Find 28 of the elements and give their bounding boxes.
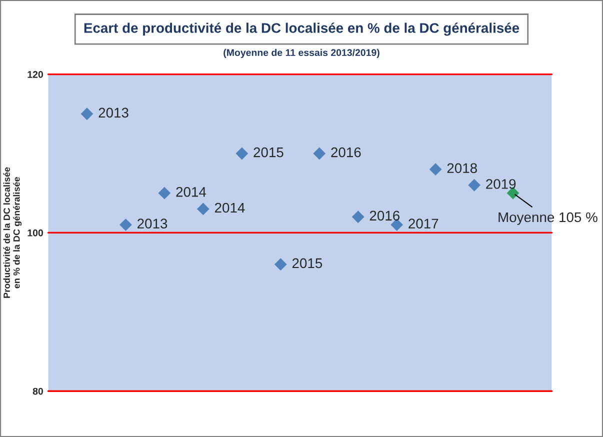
point <box>236 147 248 160</box>
point <box>274 258 287 271</box>
point <box>80 108 94 120</box>
point <box>158 186 171 200</box>
annotation: 2018 <box>447 163 477 174</box>
point <box>119 218 132 231</box>
point <box>468 178 480 192</box>
point <box>313 147 326 160</box>
annotation: Moyenne 105 % <box>498 212 598 225</box>
annotation: 2016 <box>370 210 400 221</box>
y-tick-label: 120 <box>28 71 43 78</box>
point <box>196 202 210 216</box>
chart-subtitle: (Moyenne de 11 essais 2013/2019) <box>224 48 380 58</box>
annotation: 2015 <box>254 147 284 158</box>
point <box>429 163 442 176</box>
annotation: 2014 <box>214 202 245 213</box>
annotation: 2017 <box>408 218 438 229</box>
chart-title: Ecart de productivité de la DC localisée en % de la DC généralisée <box>84 22 520 36</box>
annotation: 2014 <box>176 186 206 197</box>
point <box>352 210 364 224</box>
y-tick-label: 80 <box>32 388 43 395</box>
annotation: 2013 <box>138 218 168 229</box>
annotation: 2016 <box>331 147 361 158</box>
y-axis-title: Productivité de la DC localisée en % de la DC généralisée <box>3 167 22 298</box>
annotation: 2019 <box>486 179 516 189</box>
y-tick-label: 100 <box>28 229 43 236</box>
annotation: 2013 <box>98 108 128 118</box>
annotation: 2015 <box>292 258 322 268</box>
